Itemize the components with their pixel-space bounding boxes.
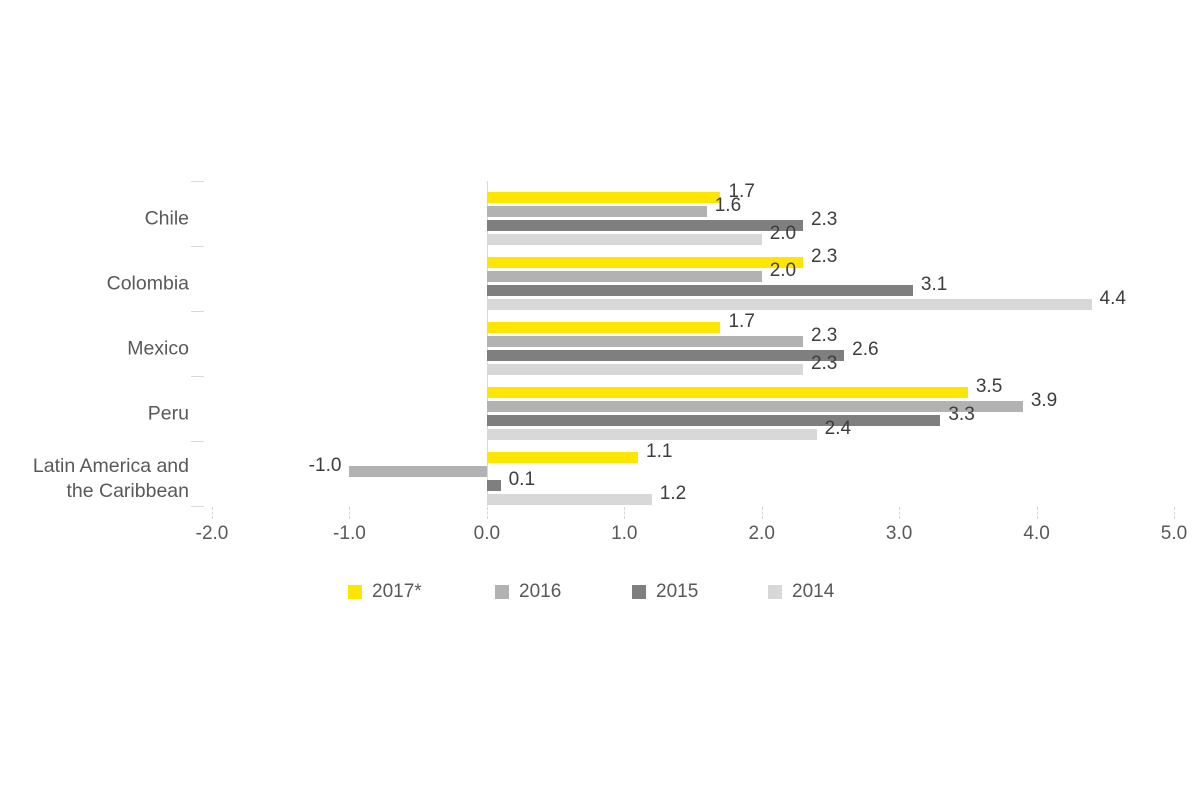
bar-value-label: 2.3 xyxy=(810,353,838,374)
legend-swatch-2017-icon xyxy=(348,585,362,599)
bar-peru-2017 xyxy=(486,387,968,398)
x-tick-mark xyxy=(899,507,901,519)
bar-value-label: 3.3 xyxy=(948,404,975,425)
category-label: Chile xyxy=(144,207,189,229)
bar-latin-america-and-2017 xyxy=(486,452,638,463)
bar-value-label: 2.0 xyxy=(769,260,797,281)
category-tick-mark xyxy=(191,181,204,182)
x-tick-mark xyxy=(761,507,763,519)
bar-value-label: 2.6 xyxy=(852,339,879,360)
bar-value-label: 3.9 xyxy=(1030,390,1058,411)
category-label: Mexico xyxy=(127,337,189,359)
legend-swatch-2014-icon xyxy=(768,585,782,599)
legend-label-2015: 2015 xyxy=(656,581,699,602)
legend-label-2014: 2014 xyxy=(792,581,835,602)
bar-colombia-2017 xyxy=(486,257,803,268)
legend-item-2017: 2017* xyxy=(348,581,422,603)
x-tick-label: 2.0 xyxy=(748,523,775,544)
category-tick-mark xyxy=(191,376,204,377)
x-tick-mark xyxy=(349,507,351,519)
x-tick-mark xyxy=(212,507,213,519)
category-tick-mark xyxy=(191,441,204,442)
bar-value-label: 2.3 xyxy=(810,209,838,230)
x-tick-mark xyxy=(624,507,626,519)
bar-value-label: 2.4 xyxy=(824,418,852,439)
bar-colombia-2014 xyxy=(486,299,1092,310)
bar-value-label: 3.5 xyxy=(975,376,1003,397)
legend-item-2015: 2015 xyxy=(632,581,698,603)
bar-peru-2016 xyxy=(486,401,1023,412)
bar-latin-america-and-2014 xyxy=(486,494,652,505)
bar-value-label: 3.1 xyxy=(920,274,948,295)
bar-value-label: -1.0 xyxy=(308,455,342,476)
legend-item-2014: 2014 xyxy=(768,581,834,603)
bar-mexico-2017 xyxy=(486,322,721,333)
x-tick-mark xyxy=(1036,507,1038,519)
legend-label-2017: 2017* xyxy=(372,581,422,602)
bar-value-label: 1.1 xyxy=(646,441,673,462)
bar-colombia-2015 xyxy=(486,285,913,296)
category-label: Peru xyxy=(147,402,189,424)
bar-value-label: 2.3 xyxy=(810,325,838,346)
bar-latin-america-and-2015 xyxy=(486,480,501,491)
category-label: Latin America and the Caribbean xyxy=(32,454,189,502)
bar-latin-america-and-2016 xyxy=(349,466,487,477)
legend-swatch-2015-icon xyxy=(632,585,646,599)
bar-colombia-2016 xyxy=(486,271,762,282)
category-tick-mark xyxy=(191,506,204,507)
bar-peru-2015 xyxy=(486,415,941,426)
x-tick-mark xyxy=(1174,507,1175,519)
category-tick-mark xyxy=(191,311,204,312)
x-tick-label: 0.0 xyxy=(473,523,501,544)
bar-value-label: 0.1 xyxy=(508,469,536,490)
x-tick-mark xyxy=(486,507,488,519)
x-tick-label: -1.0 xyxy=(333,523,366,544)
bar-value-label: 1.6 xyxy=(714,195,742,216)
bar-mexico-2014 xyxy=(486,364,803,375)
category-tick-mark xyxy=(191,246,204,247)
bar-chile-2014 xyxy=(486,234,762,245)
bar-value-label: 1.2 xyxy=(659,483,687,504)
bar-mexico-2016 xyxy=(486,336,803,347)
x-tick-label: 1.0 xyxy=(611,523,638,544)
legend-swatch-2016-icon xyxy=(495,585,509,599)
bar-chile-2016 xyxy=(486,206,707,217)
legend-item-2016: 2016 xyxy=(495,581,561,603)
bar-value-label: 2.0 xyxy=(769,223,797,244)
bar-peru-2014 xyxy=(486,429,817,440)
legend-label-2016: 2016 xyxy=(519,581,562,602)
bar-value-label: 2.3 xyxy=(810,246,838,267)
category-label: Colombia xyxy=(106,272,189,294)
bar-chile-2015 xyxy=(486,220,803,231)
x-tick-label: 4.0 xyxy=(1023,523,1050,544)
bar-value-label: 1.7 xyxy=(728,311,755,332)
bar-chile-2017 xyxy=(486,192,721,203)
bar-mexico-2015 xyxy=(486,350,845,361)
bar-value-label: 4.4 xyxy=(1099,288,1126,309)
x-tick-label: 5.0 xyxy=(1160,523,1188,544)
x-tick-label: 3.0 xyxy=(885,523,913,544)
bar-value-label: 1.7 xyxy=(728,181,755,202)
x-tick-label: -2.0 xyxy=(195,523,229,544)
